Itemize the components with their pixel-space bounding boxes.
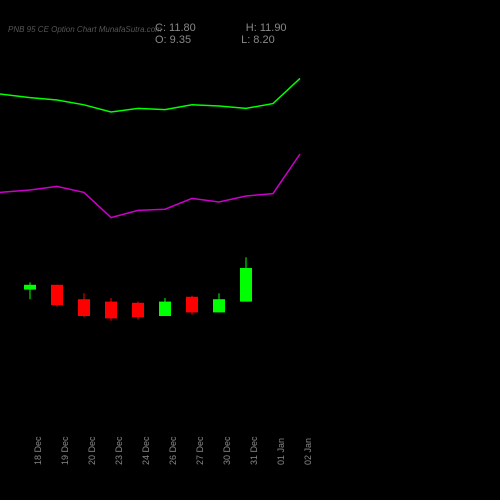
- line-upper: [30, 78, 300, 112]
- x-axis-label: 20 Dec: [87, 436, 102, 465]
- candle-body: [78, 299, 90, 316]
- candle-body: [24, 285, 36, 290]
- x-axis-label: 23 Dec: [114, 436, 129, 465]
- x-axis-label: 02 Jan: [303, 438, 318, 465]
- x-axis-label: 30 Dec: [222, 436, 237, 465]
- candle-body: [132, 303, 144, 317]
- chart-svg: [0, 40, 500, 400]
- x-axis-label: 24 Dec: [141, 436, 156, 465]
- ohlc-high: H: 11.90: [246, 22, 287, 34]
- candle-body: [240, 268, 252, 302]
- candle-body: [186, 297, 198, 313]
- x-axis-label: 01 Jan: [276, 438, 291, 465]
- x-axis-label: 31 Dec: [249, 436, 264, 465]
- x-axis-label: 18 Dec: [33, 436, 48, 465]
- candle-body: [105, 302, 117, 319]
- chart-area: [0, 40, 500, 400]
- x-axis-label: 19 Dec: [60, 436, 75, 465]
- candle-body: [159, 302, 171, 316]
- x-axis-label: 27 Dec: [195, 436, 210, 465]
- candle-body: [213, 299, 225, 312]
- ohlc-close: C: 11.80: [155, 22, 196, 34]
- candle-body: [51, 285, 63, 305]
- line-lower: [30, 154, 300, 218]
- x-axis-label: 26 Dec: [168, 436, 183, 465]
- x-axis-labels: 18 Dec 19 Dec 20 Dec 23 Dec 24 Dec 26 Dec 27 D…: [0, 410, 500, 500]
